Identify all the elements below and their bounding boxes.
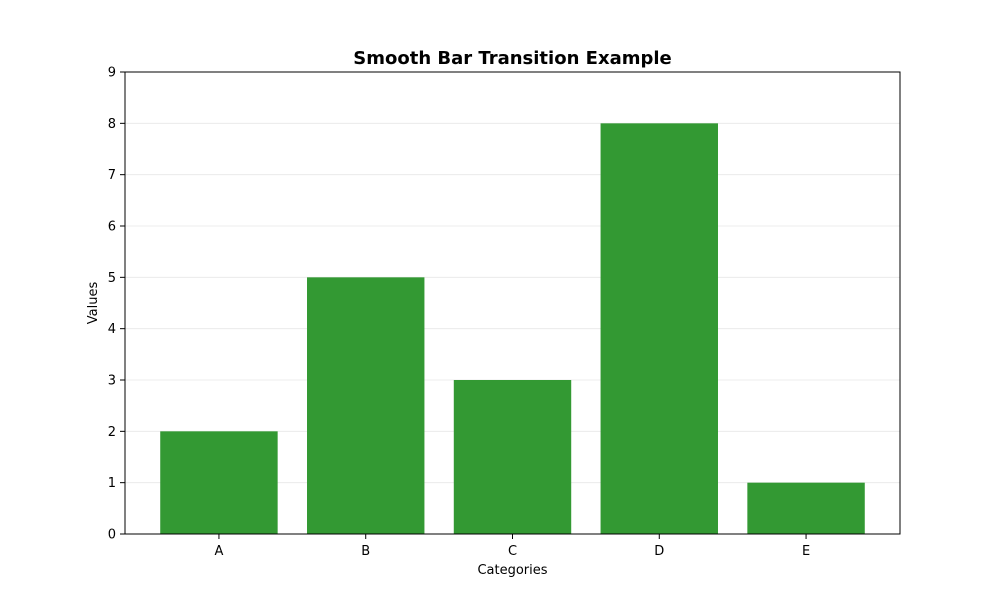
bar-a — [160, 431, 278, 534]
y-tick-label: 5 — [108, 271, 116, 286]
bar-c — [453, 380, 572, 534]
x-tick-label: D — [654, 544, 664, 559]
x-axis-ticks: A B C D E — [214, 534, 810, 559]
y-tick-label: 0 — [108, 528, 116, 543]
y-axis-label: Values — [86, 282, 101, 325]
x-tick-label: A — [214, 544, 223, 559]
y-tick-label: 4 — [108, 322, 116, 337]
chart-title: Smooth Bar Transition Example — [353, 48, 671, 69]
y-tick-label: 6 — [108, 220, 116, 235]
y-tick-label: 1 — [108, 476, 116, 491]
y-tick-label: 3 — [108, 374, 116, 389]
x-tick-label: E — [802, 544, 810, 559]
x-axis-label: Categories — [477, 563, 547, 578]
y-tick-label: 8 — [108, 117, 116, 132]
bar-b — [307, 277, 425, 534]
bar-d — [600, 123, 718, 534]
y-tick-label: 9 — [108, 66, 116, 81]
bars — [160, 123, 865, 534]
x-tick-label: B — [361, 544, 370, 559]
x-tick-label: C — [508, 544, 517, 559]
y-axis-ticks: 0 1 2 3 4 5 6 7 8 9 — [108, 66, 125, 543]
y-tick-label: 7 — [108, 168, 116, 183]
y-tick-label: 2 — [108, 425, 116, 440]
bar-e — [747, 482, 865, 534]
